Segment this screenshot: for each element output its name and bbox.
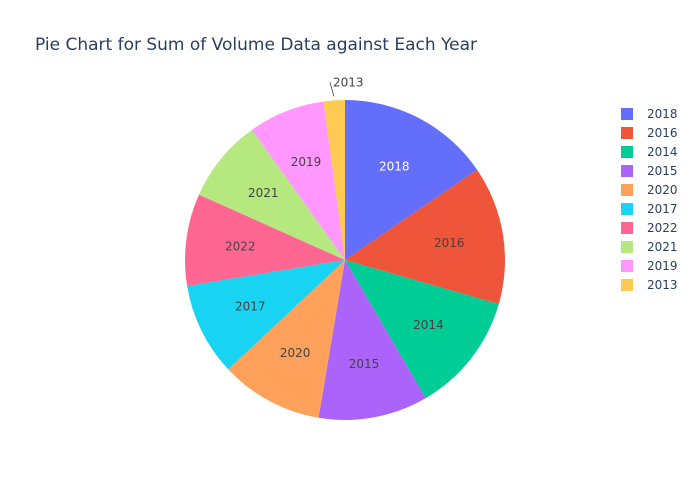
legend-label-2015: 2015	[647, 164, 678, 178]
slice-label-2016: 2016	[434, 236, 465, 250]
legend-swatch-2020	[621, 184, 633, 196]
legend-swatch-2019	[621, 260, 633, 272]
legend-item-2020[interactable]: 2020	[621, 183, 678, 197]
slice-label-2021: 2021	[248, 186, 279, 200]
legend-item-2019[interactable]: 2019	[621, 259, 678, 273]
pie-slice-2018[interactable]	[345, 100, 478, 260]
legend-item-2018[interactable]: 2018	[621, 107, 678, 121]
pie-slice-2020[interactable]	[228, 260, 345, 418]
legend-swatch-2014	[621, 146, 633, 158]
pie-slice-2019[interactable]	[251, 101, 345, 261]
legend-swatch-2015	[621, 165, 633, 177]
legend-label-2018: 2018	[647, 107, 678, 121]
legend-item-2017[interactable]: 2017	[621, 202, 678, 216]
pie-slice-2016[interactable]	[345, 169, 506, 305]
legend-item-2022[interactable]: 2022	[621, 221, 678, 235]
legend-item-2015[interactable]: 2015	[621, 164, 678, 178]
slice-label-2014: 2014	[413, 318, 444, 332]
pie-slice-2013[interactable]	[323, 100, 345, 260]
pie-slice-2017[interactable]	[187, 260, 345, 370]
slice-label-2015: 2015	[349, 357, 380, 371]
legend-item-2021[interactable]: 2021	[621, 240, 678, 254]
slice-label-leader-2013	[329, 82, 335, 97]
slice-label-2022: 2022	[225, 239, 256, 253]
legend-swatch-2017	[621, 203, 633, 215]
legend-swatch-2018	[621, 108, 633, 120]
slice-label-2020: 2020	[280, 346, 311, 360]
legend-swatch-2022	[621, 222, 633, 234]
legend-label-2014: 2014	[647, 145, 678, 159]
legend[interactable]: 2018 2016 2014 2015 2020 2017 2022 2021 2019 2013	[621, 107, 678, 292]
pie-slice-2014[interactable]	[345, 260, 499, 399]
legend-swatch-2021	[621, 241, 633, 253]
legend-label-2016: 2016	[647, 126, 678, 140]
chart-title: Pie Chart for Sum of Volume Data against…	[35, 35, 477, 55]
legend-item-2016[interactable]: 2016	[621, 126, 678, 140]
legend-swatch-2016	[621, 127, 633, 139]
pie-slice-2022[interactable]	[185, 194, 345, 286]
slice-label-2017: 2017	[235, 300, 266, 314]
legend-label-2022: 2022	[647, 221, 678, 235]
pie-slice-2015[interactable]	[318, 260, 426, 420]
slice-label-2018: 2018	[379, 160, 410, 174]
slice-labels: 2018 2016 2014 2015 2020 2017 2022 2021 2019 2013	[225, 75, 465, 370]
legend-label-2017: 2017	[647, 202, 678, 216]
legend-item-2014[interactable]: 2014	[621, 145, 678, 159]
legend-label-2013: 2013	[647, 278, 678, 292]
legend-label-2020: 2020	[647, 183, 678, 197]
pie-slice-2021[interactable]	[198, 129, 345, 260]
slice-label-2013: 2013	[333, 75, 364, 89]
legend-label-2019: 2019	[647, 259, 678, 273]
legend-swatch-2013	[621, 279, 633, 291]
slice-label-2019: 2019	[291, 155, 322, 169]
legend-label-2021: 2021	[647, 240, 678, 254]
legend-item-2013[interactable]: 2013	[621, 278, 678, 292]
pie-slices	[185, 100, 506, 420]
